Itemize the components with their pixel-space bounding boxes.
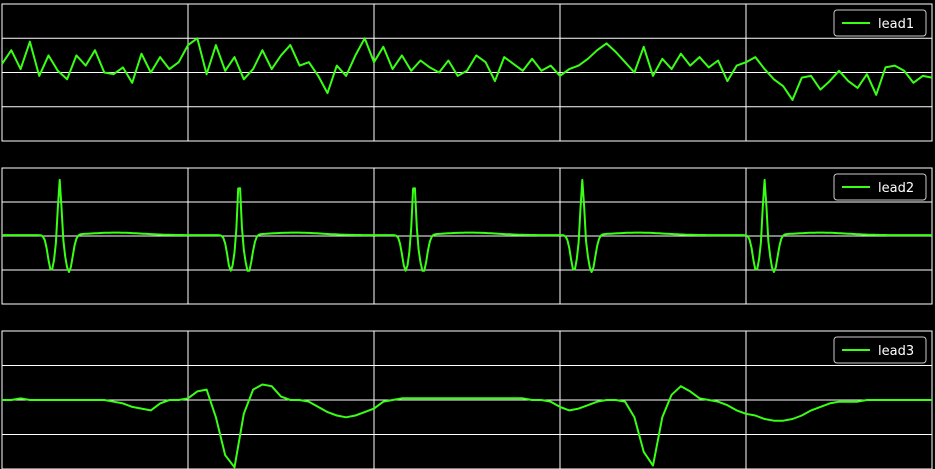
- legend-label: lead2: [878, 181, 914, 196]
- panel-lead2: lead2: [1, 167, 933, 305]
- panel-lead3: lead3: [1, 330, 933, 469]
- series-line-lead3: [2, 383, 932, 469]
- legend-box: [833, 9, 927, 37]
- panel-lead1: lead1: [1, 3, 933, 142]
- legend-label: lead1: [878, 17, 914, 32]
- legend-box: [833, 336, 927, 364]
- series-line-lead1: [1, 37, 933, 101]
- series-line-lead2: [2, 178, 932, 273]
- legend-box: [833, 173, 927, 201]
- legend-label: lead3: [878, 344, 914, 359]
